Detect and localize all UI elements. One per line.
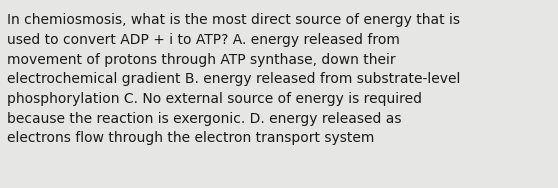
Text: In chemiosmosis, what is the most direct source of energy that is
used to conver: In chemiosmosis, what is the most direct…: [7, 13, 461, 146]
